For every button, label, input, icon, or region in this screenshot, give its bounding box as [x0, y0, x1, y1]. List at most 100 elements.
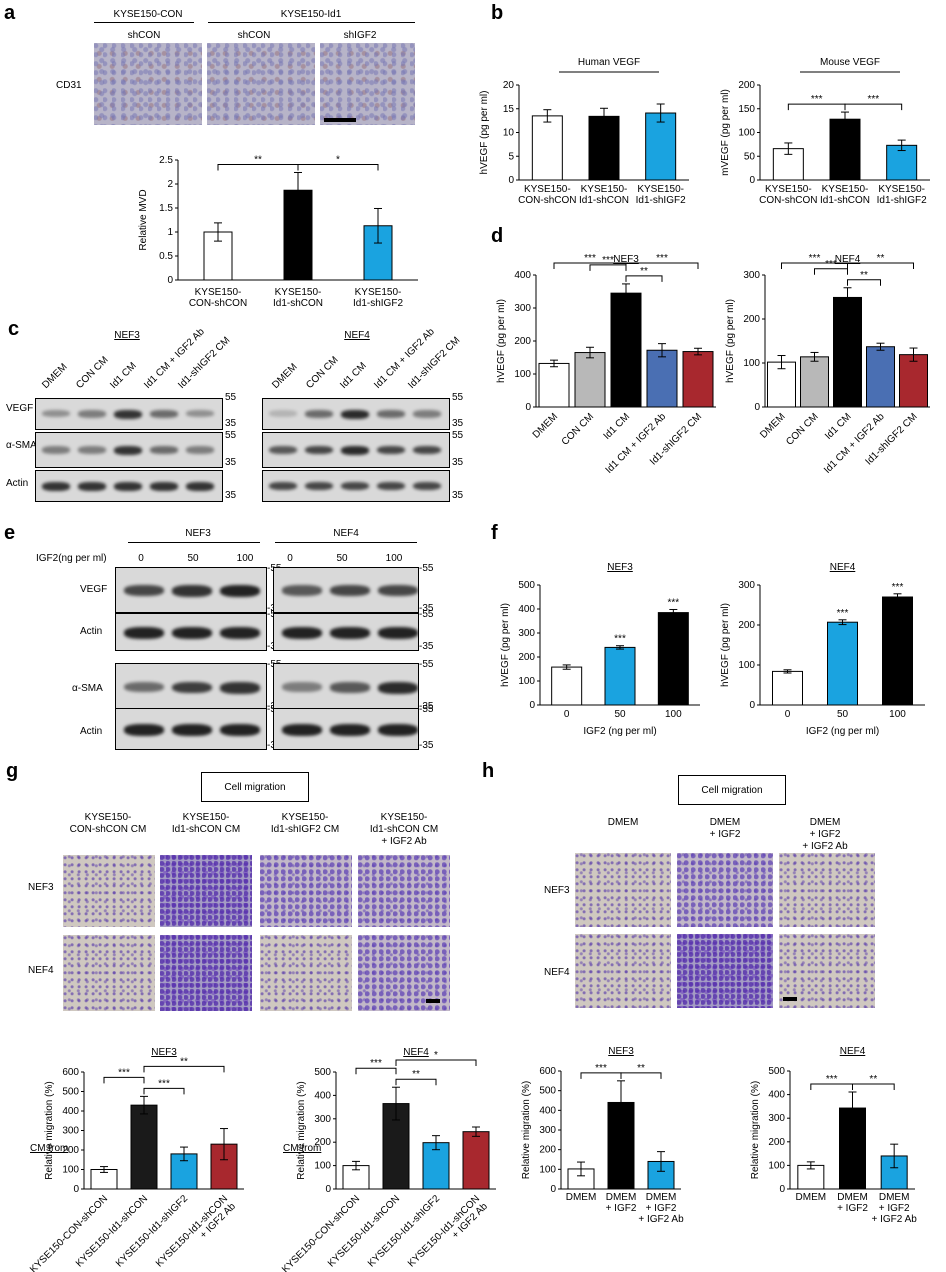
c-nef4-band-3-2 [305, 482, 333, 491]
c-nef4-band-2-5 [413, 446, 441, 455]
chart-h_nef3-cat-1: DMEM + IGF2 [606, 1192, 637, 1214]
chart-a_mvd-ytick-label-5: 2.5 [159, 155, 173, 166]
chart-h_nef3-cat-2: DMEM + IGF2 + IGF2 Ab [638, 1192, 684, 1225]
chart-d_nef4-cat-0: DMEM [758, 411, 787, 440]
chart-h_nef4-sig-bracket-1 [852, 1083, 895, 1091]
panel-letter-h: h [482, 760, 495, 782]
g-cm-from-nef3: CM from [30, 1143, 69, 1154]
c-row-vegf: VEGF [6, 403, 34, 414]
chart-b_human-cat-1: KYSE150-Id1-shCON [579, 184, 629, 206]
h-col-label-3: DMEM + IGF2 + IGF2 Ab [802, 817, 848, 852]
e-nef4-blot-row-4 [273, 708, 419, 750]
e-nef4-band-2-1 [282, 627, 322, 639]
h-image-nef3-2 [677, 853, 773, 927]
chart-g_nef3-sig-bracket-0 [103, 1076, 145, 1084]
chart-f_nef4: 0 100 200 300 hVEGF (pg per ml) 0 *** 50 *** 100 N… [720, 562, 925, 737]
e-nef4-marker-35-4: -35 [419, 740, 434, 751]
c-nef3-marker-2: 35 [225, 418, 237, 429]
chart-h_nef3-ytick-label-0: 0 [550, 1184, 556, 1195]
chart-a_mvd-ytick-label-0: 0 [167, 275, 173, 286]
e-nef4-band-1-3 [378, 585, 418, 597]
e-row-actin-2: Actin [80, 726, 103, 737]
c-nef4-band-3-3 [341, 482, 369, 491]
c-title-nef4: NEF4 [344, 330, 370, 341]
chart-d_nef4-ylabel: hVEGF (pg per ml) [725, 299, 736, 383]
h-row-nef4: NEF4 [544, 967, 570, 978]
chart-b_mouse-sig-label-0: *** [811, 94, 823, 105]
chart-h_nef3-title: NEF3 [608, 1046, 634, 1057]
chart-b_mouse-cat-1: KYSE150-Id1-shCON [820, 184, 870, 206]
e-nef3-band-4-3 [220, 724, 260, 736]
chart-g_nef3-bar-1 [130, 1104, 158, 1190]
chart-g_nef4-ytick-label-5: 500 [314, 1067, 331, 1078]
chart-a_mvd-ytick-label-2: 1 [167, 227, 173, 238]
chart-d_nef3-bar-4 [682, 351, 714, 408]
chart-d_nef3-cat-2: Id1 CM [602, 411, 633, 442]
chart-f_nef3-cat-0: 0 [564, 709, 570, 720]
e-nef3-dose-3: 100 [236, 553, 254, 564]
e-nef3-blot-row-4 [115, 708, 267, 750]
c-nef4-band-2-4 [377, 446, 405, 455]
e-nef4-blot-row-1 [273, 567, 419, 613]
chart-h_nef3-sig-label-1: ** [637, 1063, 645, 1074]
chart-h_nef4-ytick-label-1: 100 [768, 1160, 785, 1171]
chart-g_nef4-ylabel: Relative migration (%) [296, 1081, 307, 1179]
chart-b_mouse-ylabel: mVEGF (pg per ml) [720, 89, 731, 176]
a-ihc-image-1 [94, 43, 202, 125]
chart-h_nef3-bar-1 [607, 1101, 635, 1190]
a-group2-line [208, 22, 415, 23]
chart-b_mouse-sig-bracket-0 [787, 103, 846, 111]
c-nef3-marker-1: 55 [225, 392, 237, 403]
chart-g_nef4-ytick-label-3: 300 [314, 1114, 331, 1125]
c-nef3-marker-3: 55 [225, 430, 237, 441]
chart-d_nef3-ytick-label-3: 300 [514, 303, 531, 314]
c-nef3-lane-4: Id1 CM + IGF2 Ab [142, 326, 207, 391]
chart-f_nef3-bar-0 [551, 666, 583, 706]
c-nef3-band-2-5 [186, 446, 214, 454]
c-nef3-band-3-3 [114, 482, 142, 491]
chart-d_nef4-bar-4 [899, 354, 928, 408]
chart-b_human-title: Human VEGF [578, 57, 640, 68]
chart-b_mouse-cat-2: KYSE150-Id1-shIGF2 [877, 184, 927, 206]
c-row-asma: α-SMA [6, 440, 37, 451]
chart-g_nef4-bar-1 [382, 1103, 410, 1190]
chart-h_nef4-bar-2 [880, 1155, 908, 1190]
e-nef4-marker-55-4: -55 [419, 704, 434, 715]
e-nef4-band-3-1 [282, 682, 322, 692]
chart-g_nef3-sig-bracket-1 [143, 1087, 185, 1095]
g-col-label-3: KYSE150- Id1-shIGF2 CM [270, 812, 340, 835]
chart-g_nef3-bar-3 [210, 1143, 238, 1190]
chart-g_nef3-ytick-label-6: 600 [62, 1067, 79, 1078]
chart-f_nef4-ytick-label-3: 300 [738, 580, 755, 591]
chart-a_mvd-ylabel: Relative MVD [138, 189, 149, 250]
chart-h_nef4-ytick-label-5: 500 [768, 1066, 785, 1077]
chart-b_mouse-bar-1 [829, 118, 861, 181]
g-image-nef3-3 [260, 855, 352, 927]
e-nef3-dose-1: 0 [138, 553, 144, 564]
chart-d_nef3-bar-2 [610, 292, 642, 408]
chart-b_human-bar-0 [531, 115, 563, 181]
h-scale-bar [783, 997, 797, 1001]
chart-h_nef3-bar-0 [567, 1168, 595, 1190]
chart-f_nef4-cat-1: 50 [837, 709, 849, 720]
chart-d_nef4-bar-0 [767, 361, 796, 408]
c-nef3-band-3-5 [186, 482, 214, 491]
chart-f_nef4-ytick-label-2: 200 [738, 620, 755, 631]
chart-f_nef3-star-1: *** [614, 634, 626, 645]
chart-b_mouse-bar-2 [886, 144, 918, 181]
chart-f_nef3-ylabel: hVEGF (pg per ml) [500, 603, 511, 687]
chart-g_nef3-sig-label-0: *** [118, 1067, 130, 1078]
chart-b_mouse-sig-label-1: *** [867, 94, 879, 105]
chart-g_nef3-cat-2: KYSE150-Id1-shIGF2 [114, 1193, 190, 1269]
e-nef3-band-2-1 [124, 627, 164, 639]
chart-a_mvd-sig-bracket-0 [217, 163, 299, 171]
chart-d_nef4-bar-2 [833, 296, 862, 408]
chart-h_nef4-ytick-label-3: 300 [768, 1113, 785, 1124]
chart-a_mvd-bar-2 [363, 225, 393, 281]
panel-letter-d: d [491, 225, 504, 247]
chart-b_mouse-bar-0 [772, 148, 804, 181]
a-cd31-label: CD31 [56, 80, 82, 91]
e-nef4-marker-55-3: -55 [419, 659, 434, 670]
